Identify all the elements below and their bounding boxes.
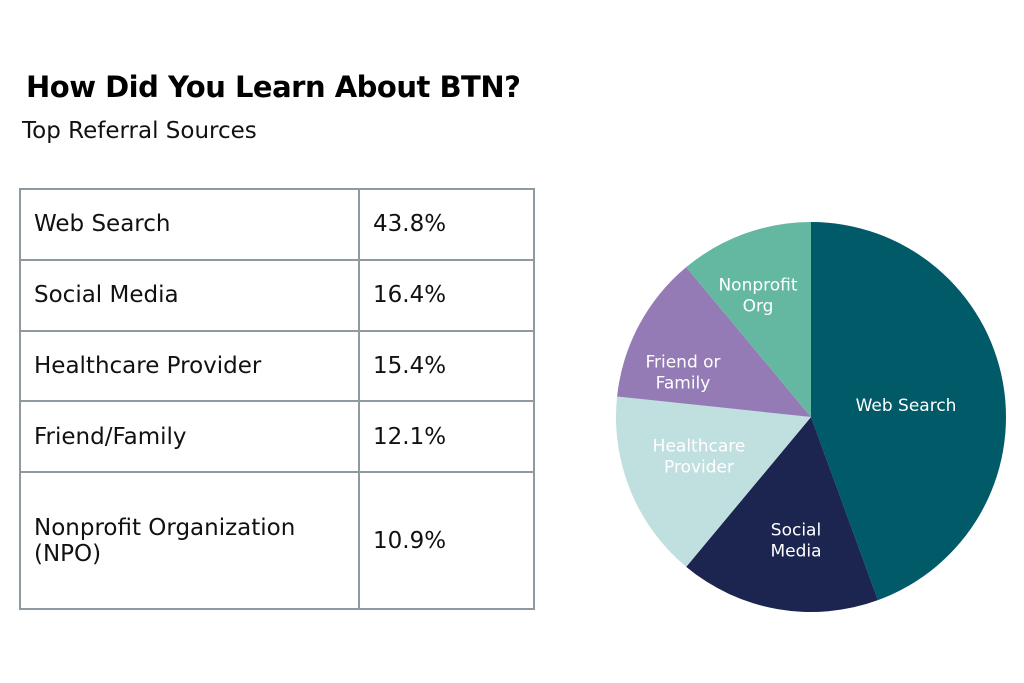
page-title: How Did You Learn About BTN? xyxy=(26,70,521,104)
slice-label: Friend or xyxy=(645,353,720,373)
pie-slice-social-media xyxy=(686,417,878,613)
slice-label: Social xyxy=(771,521,821,541)
percent-cell: 12.1% xyxy=(358,400,535,474)
pie-slice-web-search xyxy=(811,222,1007,601)
page-subtitle: Top Referral Sources xyxy=(22,118,257,144)
table-row: Healthcare Provider 15.4% xyxy=(19,329,535,403)
source-cell: Friend/Family xyxy=(19,400,360,474)
referral-table: Web Search 43.8% Social Media 16.4% Healthca… xyxy=(19,188,535,610)
source-cell: Social Media xyxy=(19,258,360,332)
slice-label: Media xyxy=(770,542,821,562)
pie-slice-friend-or-family xyxy=(617,267,811,417)
slice-label: Org xyxy=(743,297,774,317)
slice-label: Nonprofit xyxy=(718,276,797,296)
slice-label: Provider xyxy=(664,458,734,478)
slice-label: Family xyxy=(656,374,711,394)
percent-cell: 15.4% xyxy=(358,329,535,403)
source-cell: Healthcare Provider xyxy=(19,329,360,403)
source-cell: Web Search xyxy=(19,188,360,261)
source-cell: Nonprofit Organization (NPO) xyxy=(19,471,360,610)
pie-slice-healthcare-provider xyxy=(616,396,811,567)
table-row: Nonprofit Organization (NPO) 10.9% xyxy=(19,471,535,610)
table-row: Friend/Family 12.1% xyxy=(19,400,535,474)
percent-cell: 10.9% xyxy=(358,471,535,610)
slice-label: Web Search xyxy=(856,396,957,416)
pie-slice-nonprofit-org xyxy=(686,222,811,417)
percent-cell: 43.8% xyxy=(358,188,535,261)
percent-cell: 16.4% xyxy=(358,258,535,332)
table-row: Social Media 16.4% xyxy=(19,258,535,332)
slice-label: Healthcare xyxy=(653,437,746,457)
table-row: Web Search 43.8% xyxy=(19,188,535,261)
